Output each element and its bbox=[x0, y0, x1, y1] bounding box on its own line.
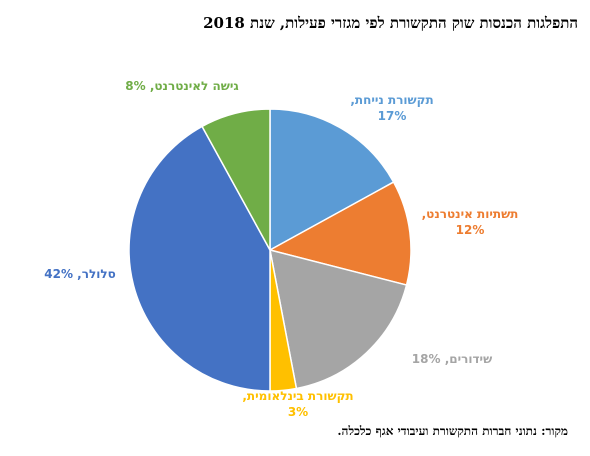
pie-slice-3 bbox=[269, 248, 408, 390]
pie-slice-2 bbox=[267, 181, 412, 286]
pie-slice-1 bbox=[269, 108, 395, 252]
slice-label-1: תקשורת נייחת, 17% bbox=[350, 93, 433, 123]
pie-slices bbox=[128, 108, 412, 392]
slice-label-5: סלולר, 42% bbox=[44, 267, 116, 281]
slice-label-value: 12% bbox=[456, 223, 485, 237]
slice-label-3: שידורים, 18% bbox=[412, 352, 492, 366]
slice-label-text: גישה לאינטרנט, 8% bbox=[125, 79, 239, 93]
pie-slice-5 bbox=[128, 125, 271, 392]
slice-label-2: תשתיות אינטרנט, 12% bbox=[422, 207, 519, 237]
slice-label-value: 17% bbox=[378, 109, 407, 123]
slice-label-text: סלולר, 42% bbox=[44, 267, 116, 281]
chart-title: התפלגות הכנסות שוק התקשורת לפי מגזרי פעי… bbox=[203, 14, 578, 32]
slice-label-text: תקשורת בינלאומית, bbox=[242, 389, 353, 403]
slice-label-4: תקשורת בינלאומית, 3% bbox=[242, 389, 353, 419]
slice-labels: תקשורת נייחת, 17% תשתיות אינטרנט, 12% שידורי… bbox=[44, 79, 518, 419]
slice-label-text: תשתיות אינטרנט, bbox=[422, 207, 519, 221]
slice-label-6: גישה לאינטרנט, 8% bbox=[125, 79, 239, 93]
pie-slice-6 bbox=[201, 108, 271, 251]
slice-label-text: תקשורת נייחת, bbox=[350, 93, 433, 107]
source-note: מקור: נתוני חברות התקשורת ועיבודי אגף כל… bbox=[337, 424, 568, 438]
slice-label-value: 3% bbox=[288, 405, 308, 419]
slice-label-text: שידורים, 18% bbox=[412, 352, 492, 366]
